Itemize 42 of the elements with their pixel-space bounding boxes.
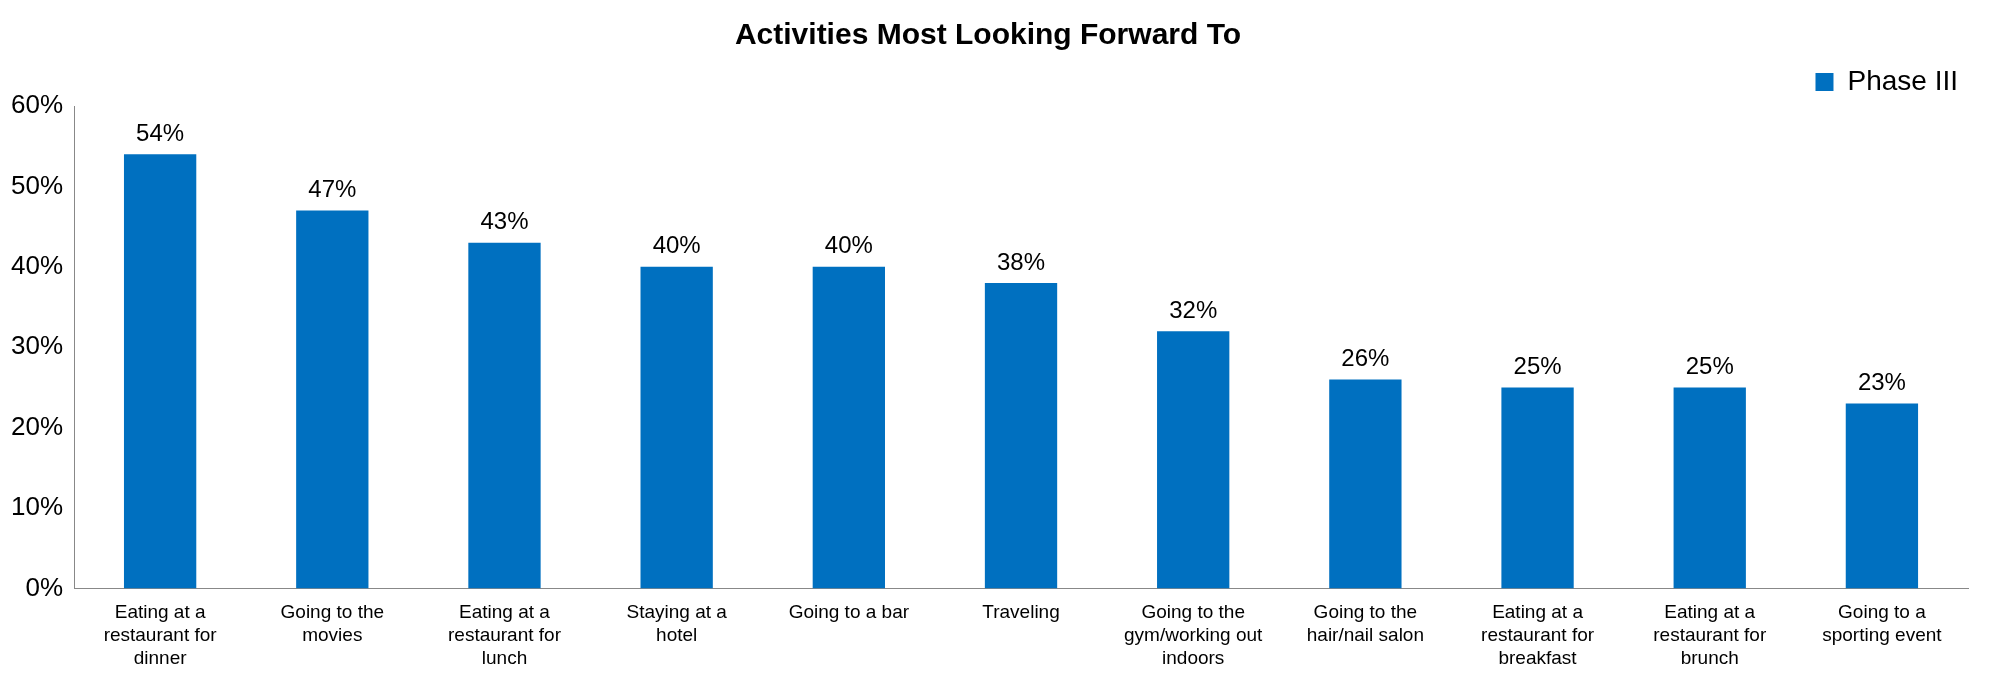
data-label: 38% bbox=[997, 247, 1046, 275]
bar bbox=[1673, 387, 1746, 589]
x-tick-label: Eating at a restaurant for lunch bbox=[447, 601, 562, 668]
y-tick-label: 50% bbox=[10, 169, 64, 200]
bar bbox=[984, 282, 1058, 589]
x-tick-label: Going to the gym/working out indoors bbox=[1124, 601, 1264, 668]
data-label: 40% bbox=[824, 231, 873, 259]
x-tick-label: Eating at a restaurant for dinner bbox=[103, 601, 218, 668]
y-tick-label: 40% bbox=[10, 250, 64, 281]
data-label: 25% bbox=[1685, 352, 1734, 380]
x-tick-label: Going to the hair/nail salon bbox=[1306, 601, 1424, 646]
x-tick-label: Going to a sporting event bbox=[1822, 601, 1943, 646]
bar bbox=[812, 266, 885, 589]
bar bbox=[1501, 387, 1574, 589]
bar bbox=[640, 266, 713, 589]
bar bbox=[296, 210, 369, 589]
legend-label: Phase III bbox=[1847, 64, 1959, 96]
x-tick-label: Going to the movies bbox=[280, 601, 385, 646]
x-tick-label: Eating at a restaurant for breakfast bbox=[1481, 601, 1595, 668]
bar bbox=[1157, 331, 1230, 589]
y-tick-label: 10% bbox=[10, 491, 64, 522]
data-label: 40% bbox=[652, 231, 701, 259]
bar bbox=[1329, 379, 1402, 589]
y-tick-label: 60% bbox=[10, 89, 64, 120]
bar bbox=[1845, 403, 1919, 589]
x-tick-label: Traveling bbox=[982, 601, 1060, 623]
data-label: 26% bbox=[1341, 344, 1390, 372]
bar bbox=[468, 242, 541, 589]
data-label: 23% bbox=[1857, 368, 1906, 396]
data-label: 25% bbox=[1513, 352, 1562, 380]
y-tick-label: 30% bbox=[10, 330, 64, 361]
bar bbox=[123, 154, 197, 589]
y-tick-label: 20% bbox=[10, 410, 64, 441]
x-tick-label: Eating at a restaurant for brunch bbox=[1653, 601, 1767, 668]
x-tick-label: Staying at a hotel bbox=[626, 601, 728, 646]
chart-title: Activities Most Looking Forward To bbox=[734, 17, 1242, 51]
y-tick-label: 0% bbox=[25, 571, 64, 602]
data-label: 43% bbox=[480, 207, 529, 235]
data-label: 54% bbox=[136, 118, 185, 146]
data-label: 32% bbox=[1169, 295, 1218, 323]
data-label: 47% bbox=[308, 175, 357, 203]
x-tick-label: Going to a bar bbox=[788, 601, 910, 623]
